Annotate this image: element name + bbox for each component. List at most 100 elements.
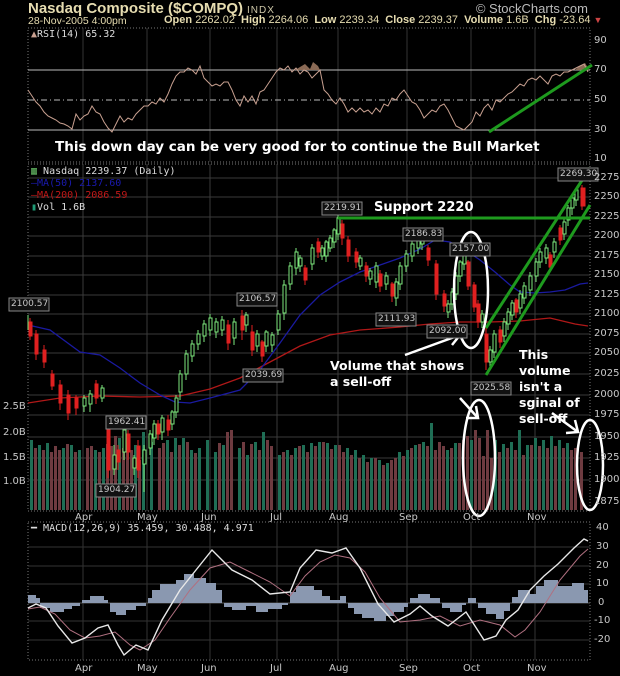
ma50-legend: —MA(50) 2137.60	[31, 178, 121, 189]
quote-summary: Open 2262.02 High 2264.06 Low 2239.34 Cl…	[164, 14, 602, 26]
price-tick: 1875	[594, 496, 620, 507]
ma200-legend: —MA(200) 2086.59	[31, 190, 127, 201]
price-panel	[8, 163, 605, 518]
price-tick: 2225	[594, 211, 620, 222]
callout-high: 2219.91	[324, 203, 362, 213]
price-tick: 2050	[594, 347, 620, 358]
low-value: 2239.34	[339, 14, 380, 26]
macd-line	[27, 538, 589, 657]
macd-panel	[27, 521, 591, 661]
price-tick: 2175	[594, 250, 620, 261]
annotation-line: isn't a	[519, 379, 563, 394]
macd-tick: 10	[596, 578, 609, 589]
price-tick: 2075	[594, 328, 620, 339]
open-label: Open	[164, 14, 193, 26]
ma200-legend-text: MA(200) 2086.59	[37, 190, 128, 201]
chg-label: Chg	[534, 14, 557, 26]
brand-watermark: © StockCharts.com	[475, 1, 588, 16]
month-label: Jul	[270, 512, 283, 523]
annotation-line: sginal of	[519, 395, 580, 410]
macd-histogram	[28, 574, 588, 621]
callout-high: 2106.57	[239, 294, 277, 304]
volume-legend: ▮Vol 1.6B	[31, 202, 85, 213]
macd-tick: 30	[596, 541, 609, 552]
rsi-tick-30: 30	[594, 124, 607, 135]
month-label: Apr	[75, 663, 93, 674]
ma50-swatch-icon: —	[31, 178, 38, 189]
price-tick: 2100	[594, 308, 620, 319]
month-label: Aug	[329, 663, 349, 674]
annotation-line: sell-off	[519, 411, 568, 426]
callout-low: 2111.93	[378, 314, 416, 324]
callout-low: 2092.00	[429, 326, 467, 336]
chart-title: Nasdaq Composite ($COMPQ) INDX	[28, 0, 275, 17]
callout-low: 2025.58	[473, 383, 511, 393]
low-label: Low	[314, 14, 337, 26]
month-label: Nov	[527, 663, 547, 674]
callout-high: 2186.83	[405, 229, 443, 239]
callout-high: 2100.57	[11, 299, 49, 309]
rsi-tick-70: 70	[594, 64, 607, 75]
rsi-tick-50: 50	[594, 94, 607, 105]
rsi-tick-10: 10	[594, 153, 607, 164]
price-tick: 2125	[594, 289, 620, 300]
price-tick: 1975	[594, 409, 620, 420]
callout-low: 1904.27	[98, 485, 136, 495]
exchange-label: INDX	[247, 5, 275, 16]
volume-value: 1.6B	[506, 14, 529, 26]
month-label: Jul	[270, 663, 283, 674]
month-label: Apr	[75, 512, 93, 523]
price-tick: 1950	[594, 431, 620, 442]
volume-tick: 1.5B	[3, 452, 26, 463]
high-value: 2264.06	[268, 14, 309, 26]
down-arrow-icon: ▼	[593, 15, 603, 25]
quote-datetime: 28-Nov-2005 4:00pm	[28, 15, 127, 27]
candle-icon: ▥	[31, 166, 44, 177]
ma200-swatch-icon: —	[31, 190, 38, 201]
macd-tick: -10	[594, 615, 611, 626]
close-label: Close	[385, 14, 416, 26]
month-label: Nov	[527, 512, 547, 523]
rsi-icon: ▲	[31, 29, 38, 40]
price-tick: 2250	[594, 191, 620, 202]
macd-tick: 20	[596, 560, 609, 571]
month-label: May	[137, 663, 158, 674]
annotation-line: This	[519, 347, 549, 362]
chg-value: -23.64	[559, 14, 591, 26]
rsi-legend: ▲RSI(14) 65.32	[31, 29, 115, 40]
volume-label: Volume	[464, 14, 504, 26]
price-tick: 2000	[594, 389, 620, 400]
volume-tick: 2.0B	[3, 427, 26, 438]
price-legend-text: Nasdaq 2239.37 (Daily)	[43, 166, 176, 177]
macd-signal-line	[27, 548, 589, 651]
rsi-tick-90: 90	[594, 35, 607, 46]
macd-tick: 40	[596, 522, 609, 533]
macd-swatch-icon: ━	[31, 523, 44, 534]
month-label: May	[137, 512, 158, 523]
ma50-legend-text: MA(50) 2137.60	[37, 178, 122, 189]
not-selloff-annotation: This volume isn't a sginal of sell-off	[519, 347, 580, 427]
annotation-line: volume	[519, 363, 571, 378]
month-label: Sep	[399, 663, 418, 674]
highlight-ellipses	[452, 230, 605, 518]
rsi-annotation: This down day can be very good for to co…	[55, 139, 540, 155]
volume-tick: 2.5B	[3, 401, 26, 412]
month-label: Sep	[399, 512, 418, 523]
callout-low: 2039.69	[245, 370, 283, 380]
price-candles	[27, 185, 586, 492]
price-legend: ▥ Nasdaq 2239.37 (Daily)	[31, 166, 176, 177]
price-tick: 2150	[594, 269, 620, 280]
volume-legend-text: Vol 1.6B	[37, 202, 86, 213]
price-tick: 2200	[594, 230, 620, 241]
open-value: 2262.02	[195, 14, 235, 26]
support-annotation: Support 2220	[374, 200, 474, 215]
close-value: 2239.37	[418, 14, 459, 26]
trendlines	[338, 167, 592, 376]
price-tick: 2275	[594, 172, 620, 183]
month-label: Oct	[463, 512, 481, 523]
callout-high: 2157.00	[452, 244, 490, 254]
rsi-panel	[27, 27, 593, 163]
volume-tick: 1.0B	[3, 476, 26, 487]
rsi-legend-text: RSI(14) 65.32	[37, 29, 116, 40]
price-callouts	[8, 167, 599, 498]
